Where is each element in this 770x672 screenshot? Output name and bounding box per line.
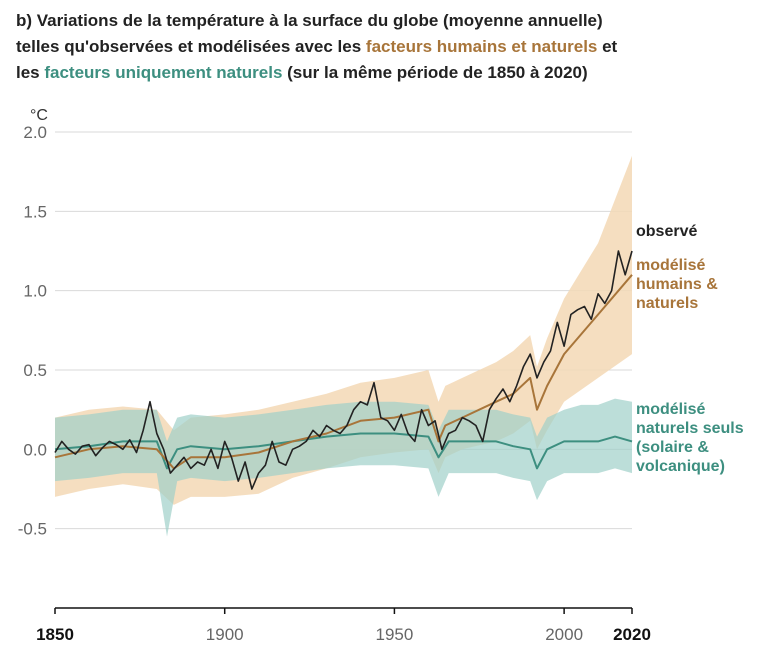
label-natural: naturels seuls — [636, 420, 744, 437]
title-highlight-human-natural: facteurs humains et naturels — [365, 37, 598, 56]
title-line-3a: les — [16, 63, 45, 82]
title-line-1: b) Variations de la température à la sur… — [16, 11, 603, 30]
line-human-natural — [54, 274, 633, 470]
title-line-2c: et — [597, 37, 618, 56]
series-labels: observé modélisé humains & naturels modélisé… — [636, 223, 744, 475]
y-tick-label: 1.5 — [23, 202, 47, 221]
label-natural: (solaire & — [636, 439, 709, 456]
title-line-2: telles qu'observées et modélisées avec l… — [16, 34, 756, 60]
y-tick-label: -0.5 — [18, 520, 47, 539]
axes: 2.0 1.5 1.0 0.5 0.0 -0.5 °C 1850 1900 1950 2000 202… — [18, 107, 651, 644]
band-natural — [55, 398, 632, 537]
x-tick-label: 2000 — [545, 625, 583, 644]
label-natural: volcanique) — [636, 458, 725, 475]
label-natural: modélisé — [636, 401, 705, 418]
x-tick-label: 1900 — [206, 625, 244, 644]
x-tick-label: 1950 — [375, 625, 413, 644]
y-tick-label: 1.0 — [23, 282, 47, 301]
y-tick-label: 0.5 — [23, 361, 47, 380]
series-lines — [54, 250, 633, 490]
line-observed — [54, 250, 633, 490]
title-line-2a: telles qu'observées et modélisées avec l… — [16, 37, 366, 56]
title-line-3: les facteurs uniquement naturels (sur la… — [16, 60, 756, 86]
uncertainty-bands — [55, 155, 632, 537]
title-highlight-natural: facteurs uniquement naturels — [44, 63, 283, 82]
chart-title: b) Variations de la température à la sur… — [16, 8, 756, 86]
title-line-3c: (sur la même période de 1850 à 2020) — [282, 63, 588, 82]
label-human-natural: humains & — [636, 276, 718, 293]
line-natural — [54, 432, 633, 470]
x-tick-label: 2020 — [613, 625, 651, 644]
y-tick-label: 2.0 — [23, 123, 47, 142]
x-tick-label: 1850 — [36, 625, 74, 644]
label-human-natural: naturels — [636, 295, 698, 312]
label-observed: observé — [636, 223, 697, 240]
y-tick-label: 0.0 — [23, 440, 47, 459]
y-unit-label: °C — [30, 107, 48, 124]
label-human-natural: modélisé — [636, 257, 705, 274]
